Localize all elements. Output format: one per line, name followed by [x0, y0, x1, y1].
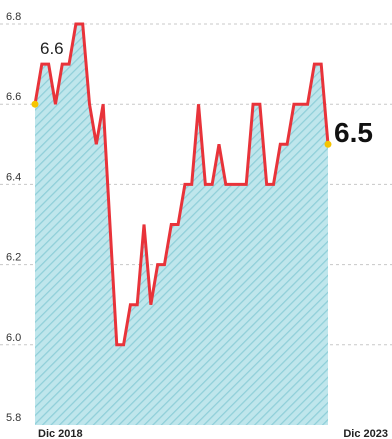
y-tick-label: 6.4: [6, 171, 21, 183]
y-tick-label: 6.6: [6, 91, 21, 103]
area-fill: [35, 24, 328, 425]
y-tick-label: 6.2: [6, 252, 21, 264]
y-tick-label: 6.0: [6, 332, 21, 344]
x-tick-label-end: Dic 2023: [343, 428, 388, 439]
y-tick-label: 5.8: [6, 412, 21, 424]
start-value-label: 6.6: [40, 39, 64, 58]
end-point-marker: [324, 140, 332, 148]
series-line: [33, 22, 330, 347]
end-value-label: 6.5: [334, 117, 373, 148]
start-point-marker: [31, 100, 39, 108]
x-tick-label-start: Dic 2018: [38, 428, 83, 439]
y-axis-ticks: 6.8 6.6 6.4 6.2 6.0 5.8: [6, 11, 21, 424]
y-tick-label: 6.8: [6, 11, 21, 23]
